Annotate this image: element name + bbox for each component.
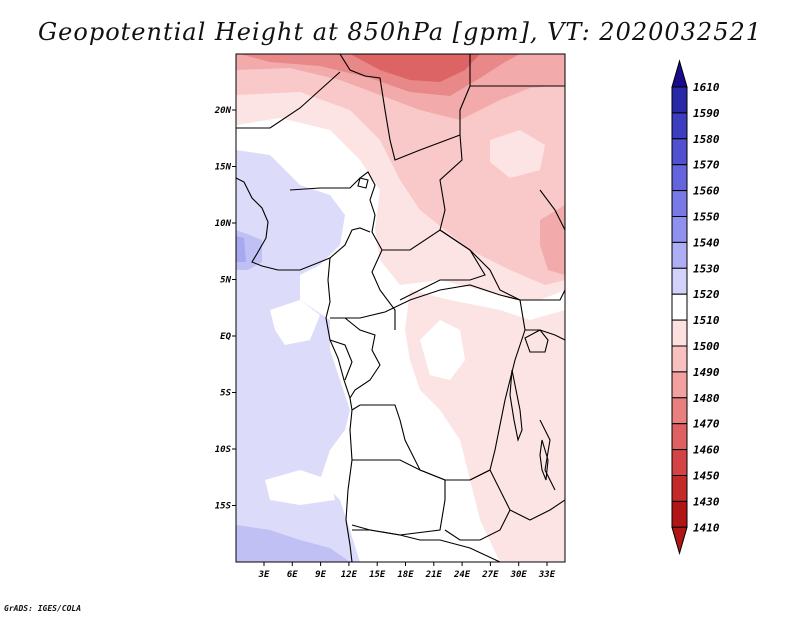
border-namibia xyxy=(352,529,501,562)
lat-tick-label: 15N xyxy=(215,163,232,173)
colorbar-label: 1450 xyxy=(693,470,720,483)
borders xyxy=(236,54,565,562)
longitude-axis: 3E 6E 9E 12E 15E 18E 21E 24E 27E 30E 33E xyxy=(258,562,556,580)
border-tanzania xyxy=(525,329,565,341)
colorbar-label: 1410 xyxy=(693,521,720,534)
colorbar-swatch xyxy=(671,138,688,166)
latitude-axis: 20N 15N 10N 5N EQ 5S 10S 15S xyxy=(214,106,236,512)
chart-title: Geopotential Height at 850hPa [gpm], VT:… xyxy=(38,18,762,46)
colorbar-label: 1580 xyxy=(693,133,720,146)
lat-tick-label: 10S xyxy=(215,445,232,455)
colorbar-top-arrow xyxy=(671,59,688,88)
coastline-west xyxy=(236,177,353,562)
lake-victoria xyxy=(524,329,549,353)
colorbar-swatch xyxy=(671,112,688,140)
border-kenya xyxy=(520,289,565,301)
lat-tick-label: 5S xyxy=(220,389,231,399)
border-car xyxy=(382,229,486,301)
lon-tick-label: 30E xyxy=(510,570,528,580)
lon-tick-label: 3E xyxy=(258,570,270,580)
map-frame xyxy=(235,53,566,563)
field-ocean-blue xyxy=(236,150,360,562)
colorbar-label: 1460 xyxy=(693,444,720,457)
colorbar-label: 1610 xyxy=(693,81,720,94)
colorbar-swatch xyxy=(671,475,688,502)
colorbar-swatch xyxy=(671,293,688,321)
lon-tick-label: 21E xyxy=(425,570,443,580)
colorbar-swatch xyxy=(671,190,688,218)
border-congo xyxy=(330,317,381,399)
lake-malawi xyxy=(539,439,549,481)
field-sw-blue xyxy=(236,525,350,562)
lat-tick-label: 20N xyxy=(214,106,232,116)
grads-credit: GrADS: IGES/COLA xyxy=(4,604,82,613)
border-mozambique xyxy=(509,499,565,521)
colorbar-label: 1540 xyxy=(693,236,720,249)
colorbar-label: 1530 xyxy=(693,262,720,275)
lat-tick-label: 5N xyxy=(220,276,231,286)
field-red-1460 xyxy=(350,54,480,82)
border-algeria xyxy=(236,71,341,129)
lon-tick-label: 9E xyxy=(315,570,326,580)
colorbar-label: 1490 xyxy=(693,366,720,379)
colorbar-label: 1510 xyxy=(693,314,720,327)
lat-tick-label: 15S xyxy=(215,502,232,512)
colorbar-swatch xyxy=(671,500,688,528)
border-cameroon xyxy=(329,227,371,259)
border-drc xyxy=(330,284,526,481)
colorbar-label: 1590 xyxy=(693,107,720,120)
lakes xyxy=(357,177,549,481)
colorbar-swatch xyxy=(671,216,688,243)
field-ocean-white-patch xyxy=(270,300,320,345)
colorbar-swatch xyxy=(671,267,688,295)
border-sahel-north xyxy=(289,171,396,330)
colorbar-swatch xyxy=(671,345,688,373)
colorbar-label: 1500 xyxy=(693,340,720,353)
colorbar: 1610 1590 1580 1570 1560 1550 1540 1530 1520 1510… xyxy=(671,59,720,556)
colorbar-swatch xyxy=(671,449,688,477)
field-east-white-hole xyxy=(420,320,465,380)
lon-tick-label: 18E xyxy=(397,570,414,580)
lon-tick-label: 15E xyxy=(369,570,386,580)
lon-tick-label: 6E xyxy=(287,570,298,580)
colorbar-bottom-arrow xyxy=(671,526,688,556)
lon-tick-label: 27E xyxy=(481,570,499,580)
lake-tanganyika xyxy=(509,369,523,442)
colorbar-label: 1570 xyxy=(693,159,720,172)
lat-tick-label: 10N xyxy=(215,219,232,229)
height-field xyxy=(236,54,565,562)
border-gabon xyxy=(329,339,353,381)
colorbar-swatch xyxy=(671,241,688,269)
lon-tick-label: 12E xyxy=(341,570,358,580)
field-sahara-white xyxy=(490,130,545,178)
colorbar-swatch xyxy=(671,86,688,114)
colorbar-swatch xyxy=(671,423,688,451)
border-libya xyxy=(339,54,471,161)
colorbar-label: 1520 xyxy=(693,288,720,301)
colorbar-swatch xyxy=(671,397,688,425)
field-ocean-white-patch-2 xyxy=(265,470,335,505)
lon-tick-label: 24E xyxy=(453,570,471,580)
colorbar-swatch xyxy=(671,164,688,192)
colorbar-swatch xyxy=(671,371,688,399)
colorbar-swatch xyxy=(671,319,688,347)
colorbar-label: 1480 xyxy=(693,392,720,405)
lat-tick-label: EQ xyxy=(220,332,231,342)
lake-chad xyxy=(357,177,369,189)
colorbar-label: 1470 xyxy=(693,418,720,431)
colorbar-label: 1560 xyxy=(693,185,720,198)
colorbar-label: 1550 xyxy=(693,211,720,224)
field-east-1480 xyxy=(540,205,565,275)
field-west-blue-dark xyxy=(236,236,246,262)
lon-tick-label: 33E xyxy=(538,570,556,580)
border-malawi xyxy=(539,419,556,491)
colorbar-label: 1430 xyxy=(693,495,720,508)
field-pink-1490 xyxy=(236,54,565,285)
border-ethiopia xyxy=(539,189,565,231)
